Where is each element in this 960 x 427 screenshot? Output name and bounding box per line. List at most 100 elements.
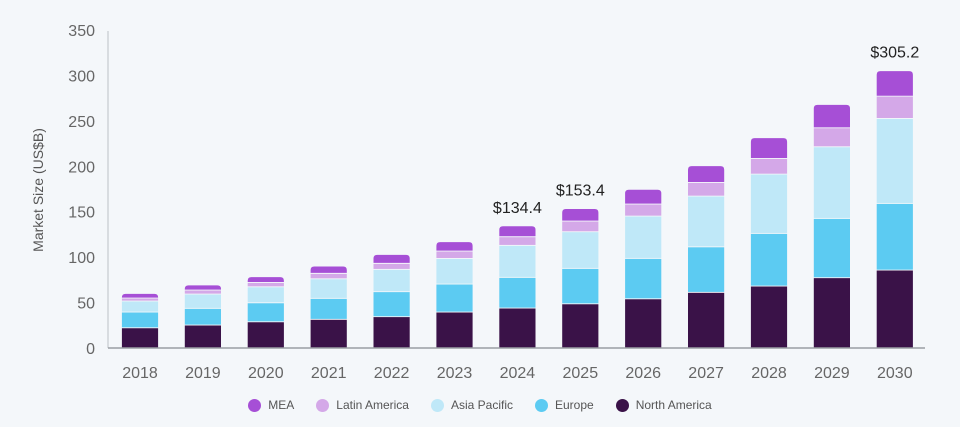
bar-stack-2028 <box>750 137 788 349</box>
bar-segment-europe <box>875 202 914 271</box>
bar-segment-latin-america <box>624 203 663 217</box>
bar-segment-north-america <box>435 311 474 349</box>
legend: MEA Latin America Asia Pacific Europe North … <box>0 398 960 412</box>
total-value-label: $305.2 <box>870 45 919 62</box>
bar-stack-2023 <box>435 241 474 349</box>
bar-segment-latin-america <box>372 262 411 270</box>
x-tick-label: 2023 <box>437 365 473 382</box>
x-tick-label: 2028 <box>751 365 787 382</box>
legend-label: Asia Pacific <box>450 398 513 412</box>
legend-swatch-icon <box>535 398 548 412</box>
bar-stack-2029 <box>813 104 851 349</box>
bar-segment-asia-pacific <box>309 278 348 299</box>
bar-segment-asia-pacific <box>498 244 537 278</box>
x-tick-label: 2020 <box>248 365 284 382</box>
bar-segment-mea <box>246 276 285 283</box>
bar-segment-mea <box>121 293 159 299</box>
bar-segment-latin-america <box>750 157 788 175</box>
bar-segment-latin-america <box>246 282 285 288</box>
x-tick-label: 2018 <box>122 365 158 382</box>
legend-swatch-icon <box>430 398 444 412</box>
y-tick-label: 300 <box>68 68 95 85</box>
x-tick-label: 2030 <box>877 365 913 382</box>
bar-segment-asia-pacific <box>687 195 725 248</box>
y-tick-label: 0 <box>86 341 95 358</box>
bar-segment-north-america <box>624 298 663 349</box>
x-tick-label: 2022 <box>374 365 410 382</box>
bar-segment-latin-america <box>309 272 348 280</box>
bar-segment-asia-pacific <box>435 258 474 285</box>
bar-segment-europe <box>435 283 474 313</box>
bar-segment-mea <box>687 165 725 183</box>
bar-stack-2025 <box>561 208 600 349</box>
bar-segment-asia-pacific <box>183 293 222 309</box>
bar-segment-north-america <box>687 291 725 349</box>
bar-segment-mea <box>875 70 914 97</box>
y-tick-label: 200 <box>68 159 95 176</box>
y-tick-label: 50 <box>77 296 95 313</box>
bar-segment-europe <box>561 267 600 305</box>
bar-stack-2030 <box>875 70 914 349</box>
legend-item-europe[interactable]: Europe <box>535 398 594 412</box>
bar-segment-north-america <box>309 318 348 349</box>
bar-segment-mea <box>561 208 600 222</box>
legend-label: MEA <box>268 398 295 412</box>
bar-segment-latin-america <box>121 297 159 302</box>
bar-stack-2026 <box>624 188 663 349</box>
legend-label: Europe <box>555 398 594 412</box>
y-tick-label: 250 <box>68 114 95 131</box>
x-tick-label: 2025 <box>563 365 599 382</box>
bar-segment-north-america <box>498 307 537 349</box>
bar-segment-north-america <box>246 321 285 349</box>
legend-item-latin-america[interactable]: Latin America <box>316 398 409 412</box>
bar-stack-2021 <box>309 265 348 349</box>
bar-segment-latin-america <box>498 236 537 246</box>
bar-segment-north-america <box>121 327 159 349</box>
bar-stack-2027 <box>687 165 725 349</box>
bar-stack-2024 <box>498 225 537 349</box>
bar-segment-asia-pacific <box>624 215 663 259</box>
bar-segment-mea <box>309 265 348 274</box>
bar-segment-asia-pacific <box>372 268 411 293</box>
bar-segment-europe <box>121 311 159 329</box>
total-value-label: $153.4 <box>556 183 605 200</box>
x-tick-label: 2019 <box>185 365 221 382</box>
bar-segment-europe <box>624 257 663 300</box>
x-tick-label: 2021 <box>311 365 347 382</box>
y-tick-label: 350 <box>68 23 95 40</box>
bar-segment-asia-pacific <box>813 146 851 219</box>
bar-segment-north-america <box>875 269 914 349</box>
bar-segment-latin-america <box>813 127 851 148</box>
bar-segment-latin-america <box>561 220 600 233</box>
y-tick-label: 150 <box>68 205 95 222</box>
total-value-label: $134.4 <box>493 200 542 217</box>
bar-segment-mea <box>435 241 474 252</box>
bar-stack-2019 <box>183 284 222 349</box>
bar-segment-mea <box>750 137 788 159</box>
legend-item-mea[interactable]: MEA <box>248 398 294 412</box>
legend-item-asia-pacific[interactable]: Asia Pacific <box>430 398 513 412</box>
bar-segment-europe <box>372 291 411 318</box>
bar-segment-europe <box>813 217 851 279</box>
bar-segment-latin-america <box>875 95 914 119</box>
bar-segment-north-america <box>813 277 851 349</box>
x-tick-label: 2026 <box>625 365 661 382</box>
legend-swatch-icon <box>248 398 262 412</box>
bar-segment-north-america <box>372 316 411 349</box>
bar-segment-mea <box>813 104 851 129</box>
legend-item-north-america[interactable]: North America <box>615 398 712 412</box>
bar-segment-latin-america <box>435 250 474 259</box>
bar-segment-asia-pacific <box>121 300 159 313</box>
bar-segment-mea <box>624 188 663 205</box>
bar-stack-2022 <box>372 254 411 349</box>
bar-segment-mea <box>498 225 537 238</box>
bar-segment-europe <box>246 302 285 323</box>
bar-segment-asia-pacific <box>875 118 914 204</box>
bar-stack-2018 <box>121 293 159 349</box>
bar-segment-latin-america <box>183 289 222 295</box>
bar-segment-europe <box>498 276 537 309</box>
x-tick-label: 2029 <box>814 365 850 382</box>
y-tick-label: 100 <box>68 250 95 267</box>
bar-segment-europe <box>309 297 348 320</box>
